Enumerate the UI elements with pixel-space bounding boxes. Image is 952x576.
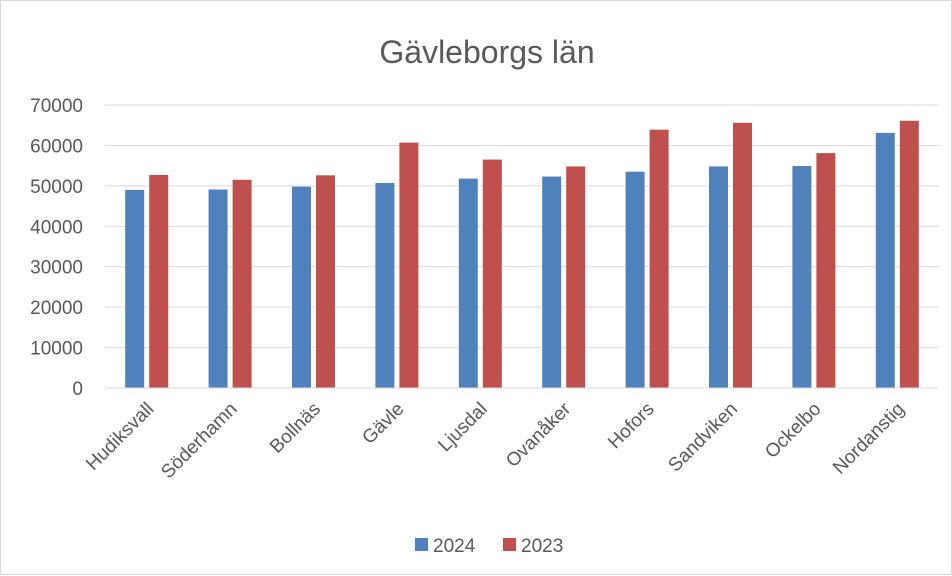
bar-2023 <box>316 175 335 388</box>
bar-2023 <box>566 166 586 388</box>
x-axis-ticks: Hudiksvall Söderhamn Bollnäs Gävle Ljusdal Ov… <box>82 398 909 483</box>
bar-2024 <box>709 166 728 388</box>
y-tick-label: 20000 <box>30 298 83 319</box>
bar-2024 <box>292 186 311 388</box>
y-tick-label: 10000 <box>30 339 83 360</box>
x-tick-label: Gävle <box>358 399 408 449</box>
bar-2023 <box>816 153 836 388</box>
y-tick-label: 70000 <box>30 96 83 117</box>
bar-2023 <box>649 129 669 388</box>
bar-2024 <box>458 178 478 388</box>
x-tick-label: Ockelbo <box>761 399 825 463</box>
y-tick-label: 40000 <box>30 217 83 238</box>
legend-label: 2023 <box>521 536 563 557</box>
bar-2024 <box>542 176 562 388</box>
y-tick-label: 0 <box>72 379 83 400</box>
bar-2024 <box>125 189 145 388</box>
x-tick-label: Sandviken <box>664 399 742 477</box>
x-tick-label: Ovanåker <box>502 398 576 472</box>
x-tick-label: Ljusdal <box>434 399 491 456</box>
legend-swatch-2023 <box>503 538 516 551</box>
bar-2023 <box>899 120 919 388</box>
bar-2023 <box>149 174 169 388</box>
bar-2024 <box>792 166 812 388</box>
gridlines <box>105 104 939 349</box>
y-tick-label: 60000 <box>30 136 83 157</box>
x-tick-label: Bollnäs <box>266 399 325 458</box>
legend: 2024 2023 <box>415 536 563 557</box>
bar-2023 <box>733 122 752 388</box>
y-tick-label: 50000 <box>30 177 83 198</box>
bar-2023 <box>482 159 502 388</box>
y-tick-label: 30000 <box>30 258 83 279</box>
legend-swatch-2024 <box>415 538 428 551</box>
x-tick-label: Hudiksvall <box>82 399 158 475</box>
bar-2024 <box>208 189 228 388</box>
x-tick-label: Söderhamn <box>157 399 241 483</box>
y-axis-ticks: 0 10000 20000 30000 40000 50000 60000 70000 <box>30 96 83 400</box>
chart-title: Gävleborgs län <box>379 34 594 70</box>
legend-label: 2024 <box>433 536 476 557</box>
x-tick-label: Hofors <box>604 399 658 453</box>
bar-2024 <box>625 171 645 388</box>
x-tick-label: Nordanstig <box>829 399 909 479</box>
bars <box>125 120 919 388</box>
bar-2024 <box>375 183 395 388</box>
bar-2024 <box>875 132 895 388</box>
bar-2023 <box>232 179 252 388</box>
bar-2023 <box>399 142 419 388</box>
